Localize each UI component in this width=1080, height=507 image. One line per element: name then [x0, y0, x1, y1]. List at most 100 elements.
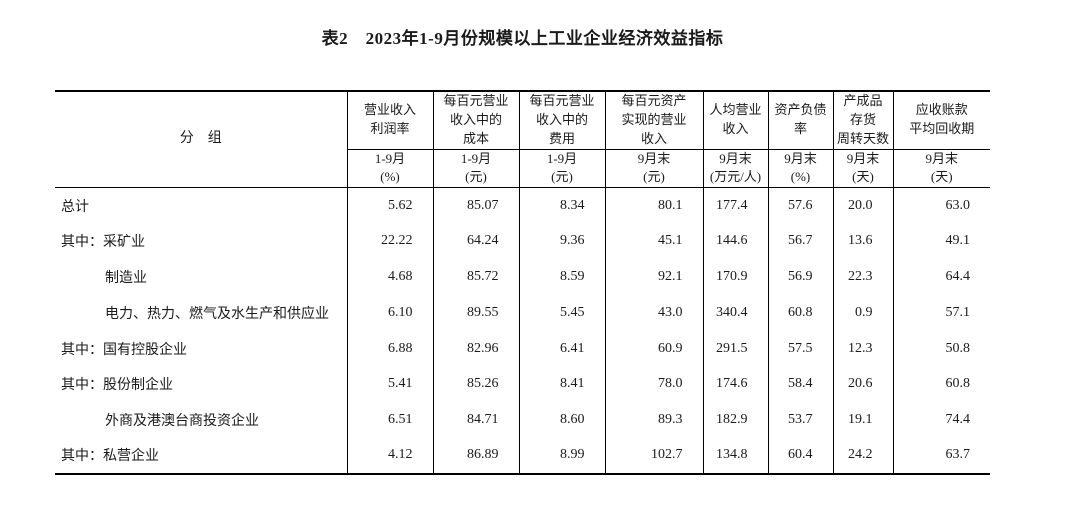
- cell-value: 340.4: [702, 294, 768, 331]
- table-row-joint-stock: 其中：股份制企业 5.41 85.26 8.41 78.0 174.6 58.4…: [55, 366, 990, 403]
- table-body: 总计 5.62 85.07 8.34 80.1 177.4 57.6 20.0 …: [55, 187, 990, 474]
- row-label: 外商及港澳台商投资企业: [105, 414, 259, 430]
- cell-value: 89.3: [604, 402, 703, 438]
- cell-value: 174.6: [702, 366, 768, 403]
- column-subheader-inventory-turnover-days: 9月末 (天): [832, 148, 893, 189]
- column-header-revenue-per-100-assets: 每百元资产 实现的营业 收入: [604, 91, 703, 150]
- column-header-receivables-collection-period: 应收账款 平均回收期: [892, 91, 990, 150]
- cell-value: 60.8: [767, 294, 833, 331]
- cell-value: 12.3: [832, 330, 893, 367]
- cell-value: 49.1: [892, 223, 990, 260]
- cell-value: 57.5: [767, 330, 833, 367]
- cell-value: 92.1: [604, 259, 703, 295]
- cell-value: 58.4: [767, 366, 833, 403]
- column-subheader-receivables-collection-period: 9月末 (天): [892, 148, 990, 189]
- cell-value: 8.99: [518, 437, 605, 474]
- column-header-asset-liability-ratio: 资产负债 率: [767, 91, 833, 150]
- table-row-state-owned: 其中：国有控股企业 6.88 82.96 6.41 60.9 291.5 57.…: [55, 330, 990, 367]
- column-subheader-asset-liability-ratio: 9月末 (%): [767, 148, 833, 189]
- cell-value: 57.1: [892, 294, 990, 331]
- row-label: 其中：采矿业: [61, 235, 145, 251]
- cell-value: 64.4: [892, 259, 990, 295]
- cell-value: 5.41: [346, 366, 433, 403]
- cell-value: 60.8: [892, 366, 990, 403]
- cell-value: 5.62: [346, 187, 433, 224]
- cell-value: 144.6: [702, 223, 768, 260]
- table-row-total: 总计 5.62 85.07 8.34 80.1 177.4 57.6 20.0 …: [55, 187, 990, 224]
- cell-value: 60.9: [604, 330, 703, 367]
- cell-value: 8.34: [518, 187, 605, 224]
- row-label: 其中：私营企业: [61, 449, 159, 465]
- cell-value: 134.8: [702, 437, 768, 474]
- cell-value: 78.0: [604, 366, 703, 403]
- column-subheader-revenue-profit-rate: 1-9月 (%): [346, 148, 433, 189]
- table-title: 表2 2023年1-9月份规模以上工业企业经济效益指标: [321, 29, 724, 48]
- cell-value: 22.3: [832, 259, 893, 295]
- column-header-inventory-turnover-days: 产成品 存货 周转天数: [832, 91, 893, 150]
- cell-value: 84.71: [432, 402, 519, 438]
- cell-value: 170.9: [702, 259, 768, 295]
- cell-value: 24.2: [832, 437, 893, 474]
- table-header: 分 组 营业收入 利润率 每百元营业 收入中的 成本 每百元营业 收入中的 费用…: [55, 91, 990, 189]
- cell-value: 22.22: [346, 223, 433, 260]
- cell-value: 177.4: [702, 187, 768, 224]
- cell-value: 64.24: [432, 223, 519, 260]
- column-header-group: 分 组: [55, 91, 347, 189]
- cell-value: 56.7: [767, 223, 833, 260]
- cell-value: 182.9: [702, 402, 768, 438]
- cell-value: 85.72: [432, 259, 519, 295]
- cell-value: 80.1: [604, 187, 703, 224]
- row-label: 总计: [61, 199, 89, 215]
- cell-value: 86.89: [432, 437, 519, 474]
- cell-value: 56.9: [767, 259, 833, 295]
- cell-value: 291.5: [702, 330, 768, 367]
- cell-value: 20.6: [832, 366, 893, 403]
- row-label: 电力、热力、燃气及水生产和供应业: [105, 306, 329, 322]
- cell-value: 63.7: [892, 437, 990, 474]
- column-subheader-cost-per-100-revenue: 1-9月 (元): [432, 148, 519, 189]
- table-row-private: 其中：私营企业 4.12 86.89 8.99 102.7 134.8 60.4…: [55, 437, 990, 474]
- cell-value: 19.1: [832, 402, 893, 438]
- column-header-cost-per-100-revenue: 每百元营业 收入中的 成本: [432, 91, 519, 150]
- cell-value: 8.59: [518, 259, 605, 295]
- column-subheader-expense-per-100-revenue: 1-9月 (元): [518, 148, 605, 189]
- cell-value: 8.41: [518, 366, 605, 403]
- economic-indicators-table: 分 组 营业收入 利润率 每百元营业 收入中的 成本 每百元营业 收入中的 费用…: [55, 90, 990, 475]
- cell-value: 74.4: [892, 402, 990, 438]
- cell-value: 13.6: [832, 223, 893, 260]
- cell-value: 82.96: [432, 330, 519, 367]
- cell-value: 89.55: [432, 294, 519, 331]
- cell-value: 50.8: [892, 330, 990, 367]
- cell-value: 5.45: [518, 294, 605, 331]
- cell-value: 6.88: [346, 330, 433, 367]
- table-row-foreign-invested: 外商及港澳台商投资企业 6.51 84.71 8.60 89.3 182.9 5…: [55, 402, 990, 438]
- column-header-revenue-per-capita: 人均营业 收入: [702, 91, 768, 150]
- row-label: 其中：股份制企业: [61, 378, 173, 394]
- cell-value: 6.51: [346, 402, 433, 438]
- table-row-utilities: 电力、热力、燃气及水生产和供应业 6.10 89.55 5.45 43.0 34…: [55, 294, 990, 331]
- header-row-main: 分 组 营业收入 利润率 每百元营业 收入中的 成本 每百元营业 收入中的 费用…: [55, 91, 990, 189]
- cell-value: 4.12: [346, 437, 433, 474]
- cell-value: 4.68: [346, 259, 433, 295]
- cell-value: 45.1: [604, 223, 703, 260]
- cell-value: 102.7: [604, 437, 703, 474]
- cell-value: 43.0: [604, 294, 703, 331]
- cell-value: 9.36: [518, 223, 605, 260]
- table-row-mining: 其中：采矿业 22.22 64.24 9.36 45.1 144.6 56.7 …: [55, 223, 990, 260]
- cell-value: 85.07: [432, 187, 519, 224]
- cell-value: 60.4: [767, 437, 833, 474]
- cell-value: 57.6: [767, 187, 833, 224]
- cell-value: 6.10: [346, 294, 433, 331]
- cell-value: 8.60: [518, 402, 605, 438]
- cell-value: 20.0: [832, 187, 893, 224]
- cell-value: 63.0: [892, 187, 990, 224]
- column-header-revenue-profit-rate: 营业收入 利润率: [346, 91, 433, 150]
- cell-value: 6.41: [518, 330, 605, 367]
- column-header-expense-per-100-revenue: 每百元营业 收入中的 费用: [518, 91, 605, 150]
- column-subheader-revenue-per-capita: 9月末 (万元/人): [702, 148, 768, 189]
- table-row-manufacturing: 制造业 4.68 85.72 8.59 92.1 170.9 56.9 22.3…: [55, 259, 990, 295]
- row-label: 制造业: [105, 271, 147, 287]
- column-subheader-revenue-per-100-assets: 9月末 (元): [604, 148, 703, 189]
- row-label: 其中：国有控股企业: [61, 342, 187, 358]
